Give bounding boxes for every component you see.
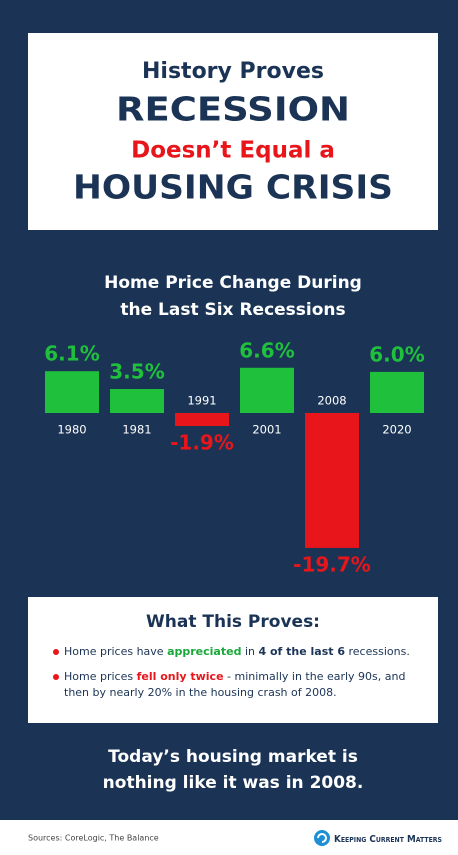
category-label: 1981 — [122, 423, 151, 437]
value-label: -19.7% — [293, 552, 371, 576]
bullet: Home prices fell only twice - minimally … — [52, 669, 428, 701]
bullet-text: in — [241, 645, 259, 658]
bar — [175, 413, 229, 427]
category-label: 2020 — [382, 423, 411, 437]
category-label: 2008 — [317, 394, 346, 408]
conclusion: nothing like it was in 2008. — [103, 773, 364, 793]
proves-box — [28, 597, 438, 723]
header-line: HOUSING CRISIS — [73, 168, 393, 207]
brand: Keeping Current Matters — [334, 834, 442, 845]
value-label: 6.0% — [369, 342, 424, 366]
bullet-text: Home prices have — [64, 645, 168, 658]
bullet-text: Home prices — [64, 670, 137, 683]
header-line: Doesn’t Equal a — [131, 138, 335, 164]
conclusion: Today’s housing market is — [108, 747, 358, 767]
bullet-text: appreciated — [167, 645, 242, 658]
sources: Sources: CoreLogic, The Balance — [28, 834, 159, 843]
chart-title: the Last Six Recessions — [120, 300, 345, 320]
proves-title: What This Proves: — [146, 612, 320, 632]
header-line: RECESSION — [116, 90, 350, 129]
value-label: 6.1% — [44, 342, 99, 366]
footer — [0, 820, 458, 855]
value-label: 6.6% — [239, 338, 294, 362]
bar — [305, 413, 359, 548]
bar-chart: 6.1% 1980 3.5% 1981 -1.9% 1991 6.6% 2001 -19.7% 2… — [44, 338, 424, 576]
bullet-text: recessions. — [345, 645, 410, 658]
bullet: Home prices have appreciated in 4 of the… — [52, 644, 428, 660]
bar — [370, 371, 424, 413]
value-label: -1.9% — [170, 431, 234, 455]
value-label: 3.5% — [109, 360, 164, 384]
logo-swirl — [317, 833, 327, 843]
bar — [240, 367, 294, 413]
bar — [45, 371, 99, 413]
category-label: 2001 — [252, 423, 281, 437]
header-line: History Proves — [142, 59, 324, 84]
bar — [110, 389, 164, 413]
category-label: 1991 — [187, 394, 216, 408]
category-label: 1980 — [57, 423, 86, 437]
bullet-text: - minimally in the early 90s, and then b… — [64, 670, 406, 699]
chart-title: Home Price Change During — [104, 273, 362, 293]
bullet-list: Home prices have appreciated in 4 of the… — [52, 644, 428, 710]
header-box — [28, 33, 438, 230]
bullet-text: fell only twice — [136, 670, 224, 683]
bullet-text: 4 of the last 6 — [258, 645, 346, 658]
logo-icon — [314, 830, 330, 846]
